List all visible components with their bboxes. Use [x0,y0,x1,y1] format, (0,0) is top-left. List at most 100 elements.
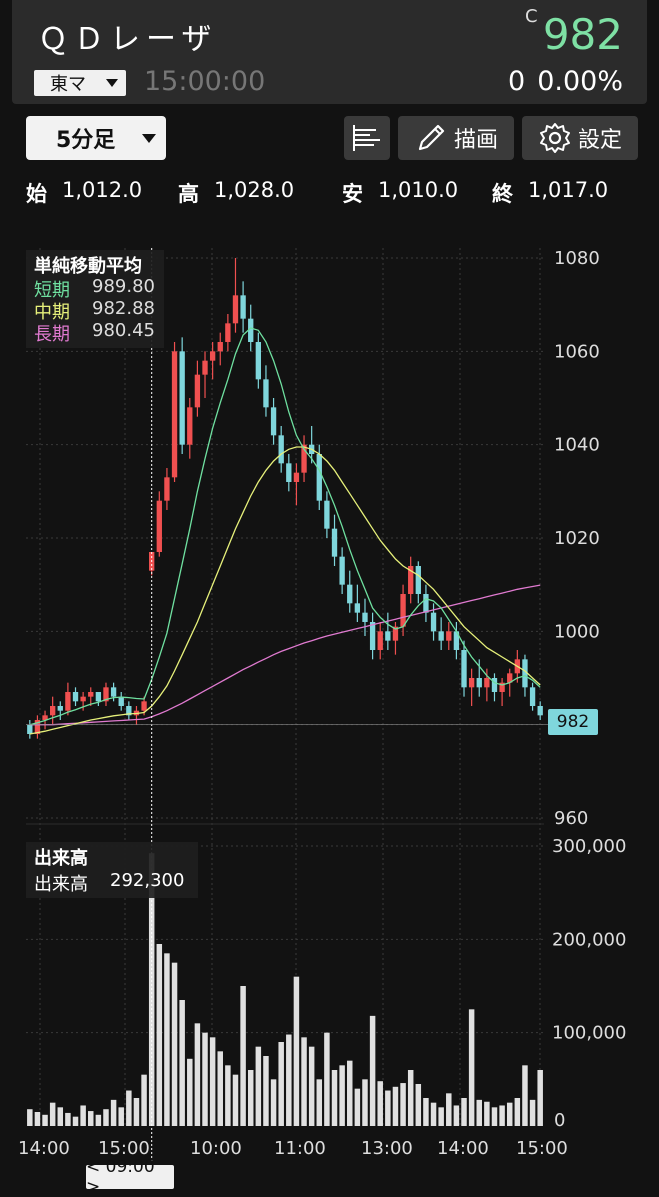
candle-body [118,696,124,706]
volume-bar [72,1116,79,1126]
volume-bar [438,1107,444,1126]
volume-bar [103,1109,109,1126]
volume-bar [110,1099,117,1126]
volume-bar [202,1032,208,1126]
candle-body [453,631,460,650]
volume-bar [209,1037,216,1126]
candle-body [80,696,86,702]
price-axis-label: 1040 [554,435,600,456]
open-value: 1,012.0 [62,178,143,202]
candle-body [423,594,429,613]
candle-body [57,706,63,711]
ma-long-label: 長期 [34,324,70,345]
volume-bar [407,1070,414,1126]
time-axis-label: 10:00 [190,1138,242,1159]
volume-bar [400,1083,406,1126]
time-axis-label: 13:00 [361,1138,413,1159]
candle-body [301,444,307,473]
candle-body [529,687,536,706]
interval-select[interactable]: 5分足 [26,116,166,160]
candle-body [171,351,178,478]
volume-legend: 出来高 出来高 292,300 [26,842,198,898]
crosshair-time-label[interactable]: < 09:00 > [86,1157,174,1197]
volume-bar [499,1105,505,1126]
candle-body [156,500,162,552]
dropdown-arrow-icon [142,134,156,143]
volume-bar [377,1081,383,1126]
volume-bar [468,1009,475,1126]
candle-body [202,360,208,375]
interval-label: 5分足 [56,128,116,153]
candle-body [141,701,147,711]
candle-body [34,720,41,734]
volume-bar [453,1105,460,1126]
price-chart[interactable]: 1080 1060 1040 1020 1000 960 300,000 200,000 100… [0,210,659,1193]
price-axis-label: 1080 [554,248,600,269]
settings-button[interactable]: 設定 [522,116,638,160]
volume-bar [461,1098,467,1126]
volume-bar [232,1074,239,1126]
candle-body [499,682,505,692]
volume-bar [514,1098,521,1126]
pen-icon [418,124,445,151]
mid-ma-line [29,446,541,735]
close-value: 1,017.0 [528,178,609,202]
candle-body [187,407,193,445]
candle-body [491,678,498,692]
volume-bar [506,1102,513,1126]
candle-body [446,631,452,641]
candle-body [408,566,414,594]
volume-bar [270,1079,277,1126]
price-change: 0 [508,66,526,97]
market-select[interactable]: 東マ [34,70,126,96]
time-axis-label: 15:00 [516,1138,568,1159]
draw-label: 描画 [453,128,498,153]
volume-legend-label: 出来高 [34,874,88,895]
candle-body [126,706,132,716]
time-axis-label: 11:00 [274,1138,326,1159]
candle-body [194,374,201,408]
volume-bar [537,1070,543,1126]
candle-body [392,626,399,641]
candle-body [42,715,48,720]
candle-body [27,724,33,734]
candle-body [461,650,467,688]
candle-body [430,612,437,632]
bars-button[interactable] [344,116,390,160]
volume-bar [476,1099,482,1126]
volume-bar [164,953,170,1126]
stock-title: ＱＤレーザ [38,22,218,57]
volume-bar [42,1114,48,1126]
candle-body [331,528,338,557]
candle-body [49,706,56,716]
volume-bar [484,1101,490,1126]
candle-body [415,566,421,594]
candle-body [476,678,482,688]
volume-bar [34,1112,41,1126]
open-label: 始 [26,182,47,206]
ma-legend: 単純移動平均 短期 989.80 中期 982.88 長期 980.45 [26,250,164,348]
price-axis-label: 1000 [554,621,600,642]
candle-body [293,472,300,482]
dropdown-arrow-icon [106,79,118,87]
candle-body [88,692,94,697]
price-axis-label: 960 [554,808,588,829]
volume-axis-label: 200,000 [552,929,626,950]
current-price-tag-value: 982 [556,712,590,732]
ma-short-value: 989.80 [92,276,155,297]
candle-body [362,612,368,622]
ma-short-label: 短期 [34,280,70,301]
volume-bar [263,1056,269,1126]
candle-body [255,342,262,380]
candle-body [110,687,117,697]
low-value: 1,010.0 [378,178,459,202]
volume-bar [331,1070,338,1126]
candle-body [72,692,79,702]
candle-body [385,631,391,641]
volume-bar [194,1023,201,1126]
draw-button[interactable]: 描画 [398,116,514,160]
volume-bar [88,1111,94,1126]
volume-bar [529,1099,536,1126]
candle-body [217,342,223,352]
time-axis-label: 14:00 [437,1138,489,1159]
